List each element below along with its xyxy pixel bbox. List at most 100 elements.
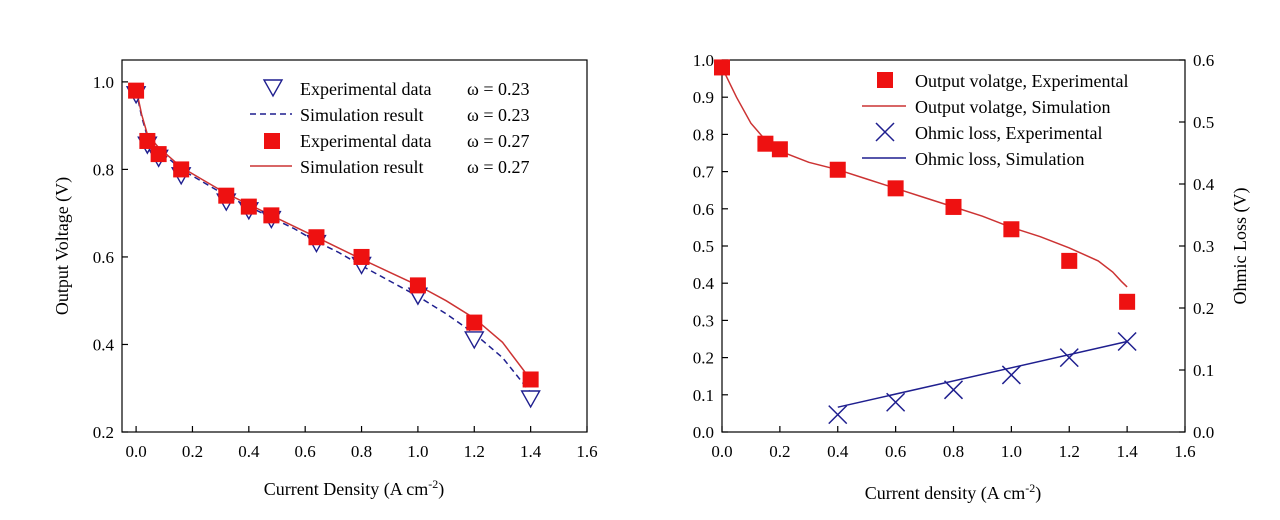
y-tick-label: 0.8 — [693, 125, 714, 144]
x-tick-label: 0.6 — [295, 442, 316, 461]
left-chart: 0.0 0.2 0.4 0.6 0.8 1.0 1.2 1.4 1.6 0.2 0.4 0.6 0.8… — [52, 59, 598, 500]
legend-marker-triangle — [262, 79, 284, 98]
y-tick-label: 0.4 — [693, 274, 715, 293]
x-tick-label: 1.0 — [1001, 442, 1022, 461]
legend-marker-square — [877, 72, 893, 88]
legend-entry-sim-023: Simulation result ω = 0.23 — [250, 105, 530, 125]
data-point-x — [1059, 348, 1079, 368]
right-x-axis-title: Current density (A cm-2) — [865, 481, 1041, 504]
x-tick-label: 0.4 — [238, 442, 260, 461]
y-tick-label: 0.6 — [93, 248, 114, 267]
y-tick-label: 1.0 — [93, 73, 114, 92]
y-tick-label: 0.7 — [693, 163, 715, 182]
legend-entry-voltage-sim: Output volatge, Simulation — [862, 97, 1111, 117]
x-tick-label: 0.0 — [125, 442, 146, 461]
data-point-square — [466, 314, 483, 331]
legend-omega: ω = 0.23 — [467, 79, 530, 99]
legend-label: Experimental data — [300, 131, 431, 151]
data-point-square — [829, 161, 846, 178]
data-point-square — [128, 82, 145, 99]
data-point-x — [1001, 365, 1021, 385]
data-point-square — [150, 146, 167, 163]
legend-omega: ω = 0.23 — [467, 105, 530, 125]
y-tick-label: 0.1 — [693, 386, 714, 405]
right-y-ticks: 0.0 0.1 0.2 0.3 0.4 0.5 0.6 0.7 0.8 0.9 1.0 — [693, 51, 728, 442]
data-point-square — [1003, 221, 1020, 238]
legend-entry-exp-027: Experimental data ω = 0.27 — [264, 131, 530, 151]
legend-entry-sim-027: Simulation result ω = 0.27 — [250, 157, 530, 177]
data-point-square — [771, 141, 788, 158]
y-tick-label: 0.2 — [93, 423, 114, 442]
x-tick-label: 0.8 — [943, 442, 964, 461]
left-plot-frame — [121, 59, 588, 433]
right-series — [714, 59, 1137, 425]
data-point-square — [1119, 293, 1136, 310]
legend-label: Simulation result — [300, 105, 424, 125]
y-tick-label: 1.0 — [693, 51, 714, 70]
legend-label: Ohmic loss, Simulation — [915, 149, 1085, 169]
y2-tick-label: 0.0 — [1193, 423, 1214, 442]
right-legend: Output volatge, Experimental Output vola… — [862, 71, 1128, 169]
y-tick-label: 0.4 — [93, 335, 115, 354]
legend-marker-square — [264, 133, 280, 149]
y2-tick-label: 0.4 — [1193, 175, 1215, 194]
right-x-ticks: 0.0 0.2 0.4 0.6 0.8 1.0 1.2 1.4 1.6 — [711, 426, 1196, 461]
y-tick-label: 0.5 — [693, 237, 714, 256]
data-point-square — [757, 135, 774, 152]
y-tick-label: 0.0 — [693, 423, 714, 442]
y-tick-label: 0.6 — [693, 200, 714, 219]
data-point-x — [1117, 331, 1137, 352]
x-tick-label: 0.6 — [885, 442, 906, 461]
data-point-square — [240, 198, 257, 215]
y-tick-label: 0.2 — [693, 349, 714, 368]
data-point-square — [263, 207, 280, 224]
legend-entry-voltage-exp: Output volatge, Experimental — [877, 71, 1128, 91]
x-tick-label: 0.2 — [182, 442, 203, 461]
legend-label: Output volatge, Experimental — [915, 71, 1128, 91]
x-tick-label: 1.2 — [1059, 442, 1080, 461]
left-x-axis-title: Current Density (A cm-2) — [264, 477, 444, 500]
legend-label: Ohmic loss, Experimental — [915, 123, 1102, 143]
left-series — [125, 82, 541, 409]
legend-omega: ω = 0.27 — [467, 131, 530, 151]
legend-omega: ω = 0.27 — [467, 157, 530, 177]
x-tick-label: 1.0 — [407, 442, 428, 461]
left-y-ticks: 0.2 0.4 0.6 0.8 1.0 — [93, 73, 128, 442]
data-point-square — [1061, 252, 1078, 269]
legend-entry-ohmic-sim: Ohmic loss, Simulation — [862, 149, 1085, 169]
legend-entry-ohmic-exp: Ohmic loss, Experimental — [875, 122, 1102, 143]
x-tick-label: 0.8 — [351, 442, 372, 461]
legend-label: Output volatge, Simulation — [915, 97, 1111, 117]
legend-entry-exp-023: Experimental data ω = 0.23 — [262, 79, 530, 99]
x-tick-label: 0.4 — [827, 442, 849, 461]
x-tick-label: 1.6 — [1174, 442, 1195, 461]
data-point-square — [139, 132, 156, 149]
y2-tick-label: 0.2 — [1193, 299, 1214, 318]
data-point-square — [218, 187, 235, 204]
x-tick-label: 1.4 — [520, 442, 542, 461]
right-y2-axis-title: Ohmic Loss (V) — [1230, 188, 1251, 305]
right-chart: 0.0 0.2 0.4 0.6 0.8 1.0 1.2 1.4 1.6 0.0 0.1 0.2 0.3… — [693, 51, 1251, 504]
x-tick-label: 1.2 — [464, 442, 485, 461]
y-tick-label: 0.9 — [693, 88, 714, 107]
data-point-square — [522, 371, 539, 388]
y-tick-label: 0.8 — [93, 160, 114, 179]
data-point-x — [886, 392, 906, 412]
x-tick-label: 1.6 — [576, 442, 597, 461]
data-point-x — [943, 380, 964, 400]
data-point-square — [353, 248, 370, 265]
data-point-square — [945, 198, 962, 215]
series-line — [837, 340, 1128, 408]
y2-tick-label: 0.6 — [1193, 51, 1214, 70]
data-point-square — [409, 277, 426, 294]
x-tick-label: 0.0 — [711, 442, 732, 461]
data-point-square — [714, 59, 730, 76]
x-tick-label: 0.2 — [769, 442, 790, 461]
y-tick-label: 0.3 — [693, 311, 714, 330]
left-legend: Experimental data ω = 0.23 Simulation re… — [250, 79, 530, 177]
data-point-square — [173, 161, 190, 178]
legend-label: Experimental data — [300, 79, 431, 99]
left-x-ticks: 0.0 0.2 0.4 0.6 0.8 1.0 1.2 1.4 1.6 — [125, 426, 598, 461]
right-y2-ticks: 0.0 0.1 0.2 0.3 0.4 0.5 0.6 — [1179, 51, 1215, 442]
data-point-x — [828, 405, 848, 425]
